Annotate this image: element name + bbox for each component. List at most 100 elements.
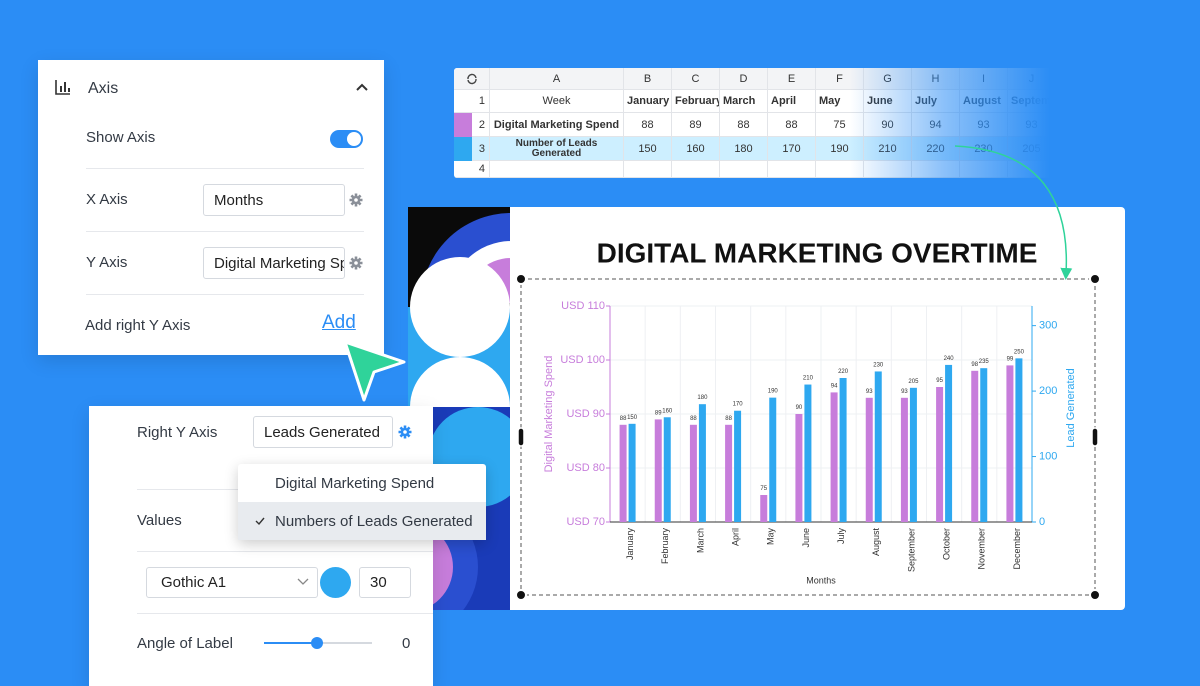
slider-track[interactable] bbox=[264, 637, 372, 649]
x-axis-input[interactable]: Months bbox=[203, 184, 345, 216]
right-y-label: Right Y Axis bbox=[137, 424, 218, 441]
separator bbox=[86, 231, 364, 232]
sheet-cell: 160 bbox=[672, 137, 720, 161]
x-tick-label: November bbox=[977, 528, 987, 570]
fade-overlay bbox=[850, 60, 1060, 185]
bar-value-label: 205 bbox=[908, 379, 919, 385]
resize-handle bbox=[515, 273, 527, 285]
axis-icon bbox=[55, 80, 70, 95]
bar bbox=[663, 417, 671, 522]
show-axis-label: Show Axis bbox=[86, 129, 156, 146]
sheet-cell: Number of Leads Generated bbox=[490, 137, 624, 161]
y-tick-label: USD 110 bbox=[561, 300, 605, 312]
values-label: Values bbox=[137, 512, 182, 529]
add-link[interactable]: Add bbox=[322, 312, 356, 333]
x-tick-label: April bbox=[730, 528, 740, 546]
show-axis-toggle[interactable] bbox=[330, 130, 363, 148]
bar-value-label: 220 bbox=[838, 369, 849, 375]
angle-value: 0 bbox=[402, 635, 411, 652]
bar bbox=[795, 414, 803, 522]
bar bbox=[839, 378, 847, 522]
bar-value-label: 99 bbox=[1007, 356, 1014, 362]
corner bbox=[454, 68, 490, 90]
bar bbox=[980, 368, 988, 522]
bar bbox=[654, 419, 662, 522]
x-tick-label: July bbox=[836, 528, 846, 545]
row-number: 2 bbox=[454, 113, 490, 137]
bar-value-label: 235 bbox=[979, 359, 990, 365]
sheet-cell: March bbox=[720, 90, 768, 113]
bar-value-label: 240 bbox=[944, 356, 955, 362]
resize-handle bbox=[1089, 273, 1101, 285]
y-tick-label: USD 90 bbox=[566, 408, 605, 420]
row-swatch bbox=[454, 113, 472, 137]
axis-panel: Axis Show Axis X Axis Months Y Axis Digi… bbox=[38, 60, 384, 355]
bar-value-label: 170 bbox=[733, 402, 744, 408]
link-arrow bbox=[954, 145, 1073, 280]
x-tick-label: March bbox=[695, 528, 705, 553]
bar-value-label: 94 bbox=[831, 383, 838, 389]
sync-icon[interactable] bbox=[466, 73, 478, 85]
column-header: A bbox=[490, 68, 624, 90]
x-tick-label: June bbox=[801, 528, 811, 548]
dropdown-option[interactable]: Digital Marketing Spend bbox=[275, 475, 435, 492]
bar bbox=[909, 387, 917, 522]
bar-value-label: 160 bbox=[662, 408, 673, 414]
right-axis-panel: Right Y Axis Leads Generated Values Goth… bbox=[89, 406, 433, 686]
bar bbox=[698, 404, 706, 522]
bar-value-label: 210 bbox=[803, 376, 814, 382]
gear-icon[interactable] bbox=[349, 256, 363, 270]
x-tick-label: October bbox=[941, 528, 951, 560]
sheet-cell: January bbox=[624, 90, 672, 113]
dropdown-option-selected[interactable]: Numbers of Leads Generated bbox=[238, 502, 486, 540]
y2-tick-label: 200 bbox=[1039, 385, 1057, 397]
bar bbox=[734, 410, 742, 522]
sheet-cell: 170 bbox=[768, 137, 816, 161]
sheet-cell: 88 bbox=[768, 113, 816, 137]
row-number: 4 bbox=[454, 161, 490, 178]
gear-icon[interactable] bbox=[398, 425, 412, 439]
collapse-chevron[interactable] bbox=[356, 83, 368, 91]
font-size-input[interactable]: 30 bbox=[359, 567, 411, 598]
font-select[interactable]: Gothic A1 bbox=[146, 567, 318, 598]
bar-value-label: 230 bbox=[873, 362, 884, 368]
column-header: B bbox=[624, 68, 672, 90]
color-swatch[interactable] bbox=[320, 567, 351, 598]
sheet-cell: 89 bbox=[672, 113, 720, 137]
empty-cell bbox=[720, 161, 768, 178]
bar-value-label: 93 bbox=[901, 389, 908, 395]
sheet-cell: Digital Marketing Spend bbox=[490, 113, 624, 137]
right-y-input[interactable]: Leads Generated bbox=[253, 416, 393, 448]
empty-cell bbox=[624, 161, 672, 178]
bar bbox=[900, 397, 908, 522]
resize-handle bbox=[1091, 427, 1099, 447]
chart-title: DIGITAL MARKETING OVERTIME bbox=[597, 237, 1038, 268]
series-dropdown: Digital Marketing Spend Numbers of Leads… bbox=[238, 464, 486, 540]
x-tick-label: February bbox=[660, 528, 670, 565]
bar bbox=[804, 384, 812, 522]
bar-value-label: 75 bbox=[760, 486, 767, 492]
row-number: 1 bbox=[454, 90, 490, 113]
bar bbox=[760, 495, 768, 522]
select-chevron bbox=[297, 578, 309, 585]
y2-tick-label: 100 bbox=[1039, 450, 1057, 462]
bar bbox=[689, 424, 697, 522]
bar-value-label: 250 bbox=[1014, 349, 1025, 355]
bar bbox=[1006, 365, 1014, 522]
separator bbox=[86, 294, 364, 295]
bar-value-label: 88 bbox=[725, 416, 732, 422]
bar bbox=[628, 423, 636, 522]
bar bbox=[725, 424, 733, 522]
gear-icon[interactable] bbox=[349, 193, 363, 207]
y-axis-input[interactable]: Digital Marketing Spend bbox=[203, 247, 345, 279]
bar-value-label: 190 bbox=[768, 389, 779, 395]
bar-value-label: 98 bbox=[971, 362, 978, 368]
check-icon bbox=[255, 517, 265, 526]
x-axis-label: X Axis bbox=[86, 191, 128, 208]
bar bbox=[936, 387, 944, 522]
y-tick-label: USD 100 bbox=[560, 354, 605, 366]
sheet-cell: 180 bbox=[720, 137, 768, 161]
y2-axis-title: Lead Generated bbox=[1065, 368, 1077, 448]
row-swatch bbox=[454, 137, 472, 161]
sheet-cell: 88 bbox=[720, 113, 768, 137]
